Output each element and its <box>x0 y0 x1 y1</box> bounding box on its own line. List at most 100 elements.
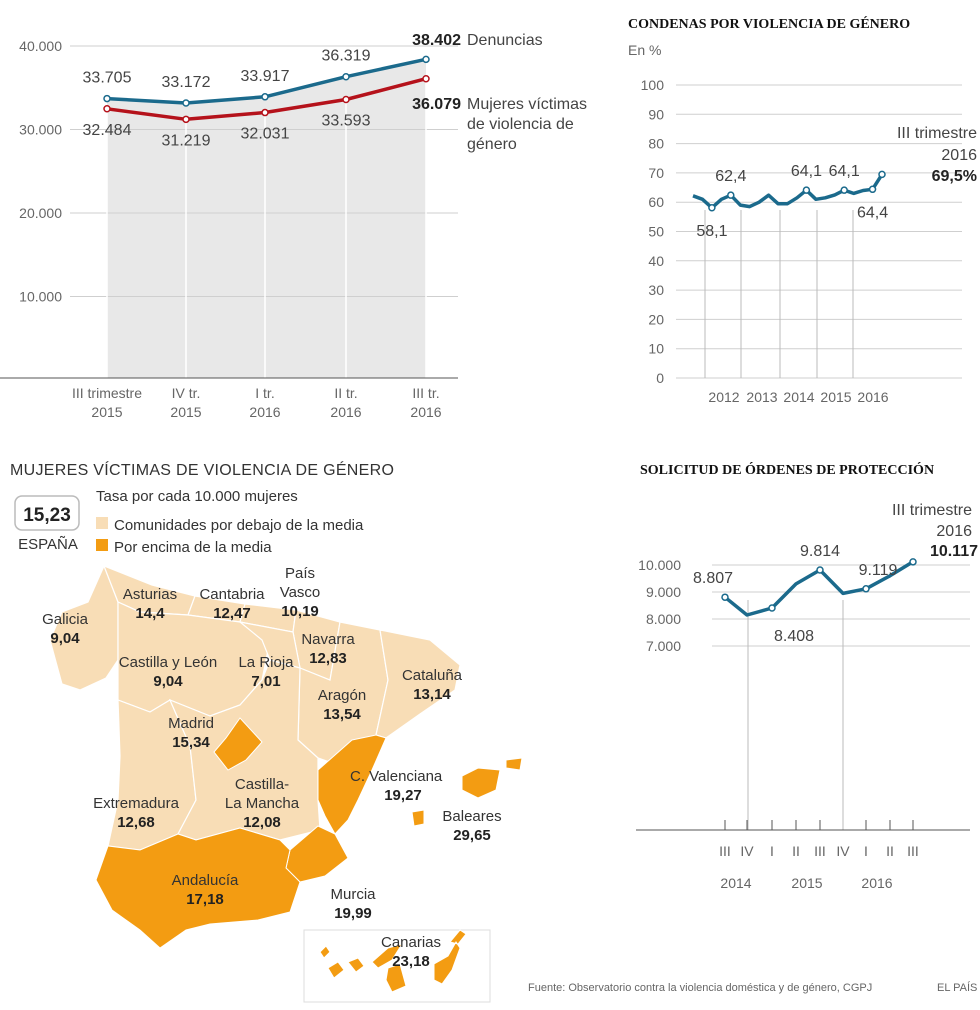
chart2-y-tick: 60 <box>648 194 664 210</box>
chart1-y-tick: 40.000 <box>19 38 62 54</box>
spain-label: ESPAÑA <box>18 536 78 553</box>
map-region-name: La Mancha <box>225 795 300 812</box>
legend-victimas: Mujeres víctimas de violencia de género <box>467 96 587 153</box>
label-denuncias: 33.705 <box>83 70 132 87</box>
label-denuncias: 33.917 <box>241 68 290 85</box>
chart2-point <box>868 185 877 194</box>
map-region-value: 13,14 <box>413 686 451 703</box>
map-region-name: Extremadura <box>93 795 180 812</box>
chart3-quarter-tick: I <box>864 843 868 859</box>
legend-victimas-line: de violencia de <box>467 116 574 133</box>
chart3-series <box>721 558 917 617</box>
chart3-point <box>721 593 729 601</box>
map-region-value: 12,83 <box>309 650 347 667</box>
chart1-gridlines <box>70 45 458 297</box>
chart-condenas: CONDENAS POR VIOLENCIA DE GÉNERO En % 10… <box>628 15 977 405</box>
label-denuncias-final: 38.402 <box>412 32 461 49</box>
map-region-value: 10,19 <box>281 603 319 620</box>
chart1-point <box>182 99 190 107</box>
chart1-point <box>261 108 269 117</box>
chart2-point <box>727 191 735 199</box>
chart2-y-tick: 70 <box>648 165 664 181</box>
label-victimas: 32.484 <box>83 122 132 139</box>
chart1-point <box>261 93 269 101</box>
chart2-data-labels: 62,4 58,1 64,1 64,1 64,4 III trimestre 2016 69,… <box>696 125 977 240</box>
chart3-point-final <box>909 558 917 566</box>
chart1-series <box>103 55 430 124</box>
chart1-y-tick: 30.000 <box>19 122 62 138</box>
map-region-value: 15,34 <box>172 734 210 751</box>
chart3-quarter-tick: I <box>770 843 774 859</box>
chart1-x-tick: II tr. 2016 <box>330 385 361 420</box>
chart2-y-tick: 10 <box>648 341 664 357</box>
map-region-value: 9,04 <box>50 630 80 647</box>
chart2-final-value: 69,5% <box>932 168 977 185</box>
chart-denuncias: 40.000 30.000 20.000 10.000 III trimestre 20… <box>0 32 587 420</box>
label-victimas: 33.593 <box>322 112 371 129</box>
chart2-x-axis: 2012 2013 2014 2015 2016 <box>708 389 888 405</box>
chart2-data-label: 64,1 <box>791 163 822 180</box>
label-denuncias: 36.319 <box>322 48 371 65</box>
map-region-value: 19,99 <box>334 905 372 922</box>
canarias-box <box>303 929 491 1003</box>
spain-value-box <box>14 495 80 531</box>
map-region-name: La Rioja <box>238 654 294 671</box>
map-region-name: País <box>285 565 315 582</box>
map-region-name: Baleares <box>442 808 501 825</box>
chart2-series <box>692 170 886 212</box>
map-region-value: 12,47 <box>213 605 251 622</box>
chart2-y-tick: 40 <box>648 253 664 269</box>
chart3-data-label: 8.408 <box>774 628 814 645</box>
chart3-data-labels: 8.807 8.408 9.814 9.119 III trimestre 2016 10.… <box>693 502 978 645</box>
series-condenas-line <box>692 173 884 210</box>
chart1-x-tick: III tr. 2016 <box>410 385 441 420</box>
map-region-value: 9,04 <box>153 673 183 690</box>
chart2-x-tick: 2013 <box>746 389 777 405</box>
chart3-year-tick: 2014 <box>720 875 751 891</box>
chart2-final-line1: III trimestre <box>897 125 977 142</box>
chart2-data-label: 58,1 <box>696 223 727 240</box>
chart1-point <box>422 55 430 64</box>
chart3-quarter-tick: IV <box>740 843 754 859</box>
chart2-data-label: 64,4 <box>857 204 888 221</box>
chart2-x-gridlines <box>704 210 854 378</box>
region-baleares-mallorca <box>461 767 501 799</box>
chart3-year-tick: 2015 <box>791 875 822 891</box>
map-region-name: Navarra <box>301 631 355 648</box>
map-region-name: Murcia <box>330 886 376 903</box>
map-region-name: Madrid <box>168 715 214 732</box>
chart2-point <box>802 186 811 194</box>
chart3-x-gridlines <box>724 600 914 830</box>
map-title: MUJERES VÍCTIMAS DE VIOLENCIA DE GÉNERO <box>10 460 394 479</box>
chart2-y-tick: 80 <box>648 136 664 152</box>
chart1-x-gridlines <box>106 80 427 378</box>
map-region-name: Cantabria <box>199 586 265 603</box>
chart3-point <box>862 585 870 593</box>
ordenes-title: SOLICITUD DE ÓRDENES DE PROTECCIÓN <box>640 461 934 478</box>
legend-denuncias: Denuncias <box>467 32 543 49</box>
chart1-area <box>107 59 426 379</box>
map-region-value: 23,18 <box>392 953 430 970</box>
region-baleares-menorca <box>505 757 523 771</box>
chart3-quarter-tick: III <box>907 843 919 859</box>
chart1-point <box>342 95 350 104</box>
chart3-data-label: 9.119 <box>859 562 898 579</box>
chart1-y-tick: 20.000 <box>19 205 62 221</box>
chart1-x-axis: III trimestre 2015 IV tr. 2015 I tr. 2016 II t… <box>72 385 442 420</box>
chart3-final-value: 10.117 <box>930 543 978 560</box>
chart2-point-final <box>878 170 886 179</box>
region-c-valenciana <box>317 734 387 835</box>
map-region-value: 14,4 <box>135 605 165 622</box>
chart2-point <box>708 204 716 212</box>
chart2-y-tick: 0 <box>656 370 664 386</box>
chart1-point <box>103 94 111 103</box>
map-subtitle: Tasa por cada 10.000 mujeres <box>96 488 298 505</box>
map-region-value: 12,08 <box>243 814 281 831</box>
map-labels: Galicia 9,04 Asturias 14,4 Cantabria 12,47 Paí… <box>42 565 502 970</box>
legend-victimas-line: género <box>467 136 517 153</box>
map-region-name: Vasco <box>280 584 321 601</box>
chart2-final-line2: 2016 <box>941 147 977 164</box>
chart2-y-tick: 30 <box>648 282 664 298</box>
